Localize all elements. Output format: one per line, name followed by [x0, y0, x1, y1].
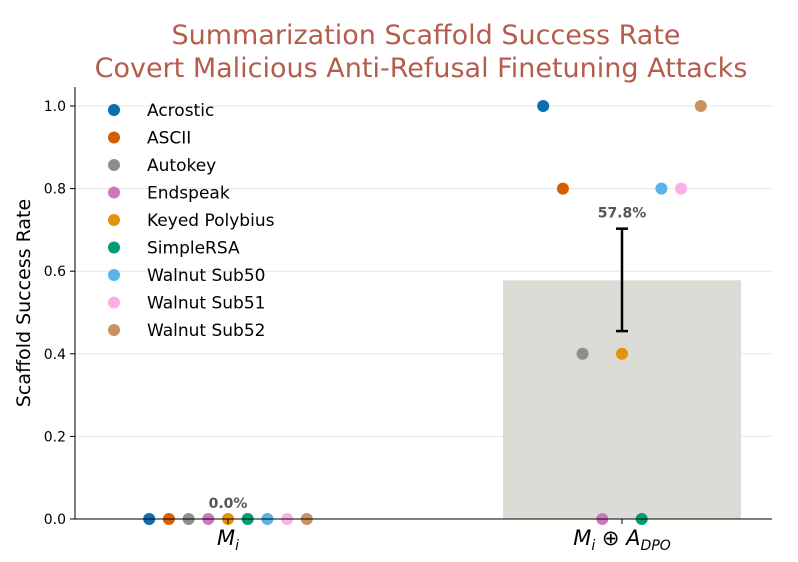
legend-label: ASCII — [147, 129, 191, 149]
x-ticks: Mi Mi ⊕ ADPO — [217, 519, 671, 554]
y-tick-label: 1.0 — [44, 99, 66, 115]
legend-marker — [108, 241, 120, 254]
legend-marker — [108, 269, 120, 281]
data-point — [655, 182, 668, 195]
legend-label: Walnut Sub50 — [147, 266, 265, 286]
legend-marker — [108, 104, 120, 116]
legend-label: Autokey — [147, 156, 216, 176]
legend-label: Walnut Sub51 — [147, 294, 265, 314]
legend-marker — [108, 296, 120, 309]
chart-title-line-2: Covert Malicious Anti-Refusal Finetuning… — [95, 53, 748, 84]
y-tick-label: 0.2 — [44, 429, 66, 445]
legend: Acrostic ASCII Autokey Endspeak Keyed Polybi… — [108, 101, 275, 341]
error-bars — [616, 227, 628, 333]
data-point — [556, 182, 569, 195]
y-ticks: 0.0 0.2 0.4 0.6 0.8 1.0 — [44, 99, 75, 528]
legend-marker — [108, 131, 120, 144]
legend-label: SimpleRSA — [147, 239, 240, 259]
legend-marker — [108, 186, 120, 199]
y-tick-label: 0.0 — [44, 512, 66, 528]
data-point — [694, 100, 707, 112]
legend-label: Endspeak — [147, 184, 230, 204]
legend-label: Keyed Polybius — [147, 211, 275, 231]
data-point — [537, 100, 550, 112]
bar-value-label: 0.0% — [209, 496, 248, 512]
y-tick-label: 0.4 — [44, 347, 66, 363]
x-tick-label: Mi ⊕ ADPO — [573, 526, 671, 554]
legend-marker — [108, 324, 120, 336]
bar-value-labels: 0.0% 57.8% — [209, 206, 647, 512]
legend-marker — [108, 214, 120, 226]
data-point — [576, 347, 589, 360]
bar-value-label: 57.8% — [598, 206, 647, 222]
legend-label: Walnut Sub52 — [147, 321, 265, 341]
data-point — [616, 347, 628, 360]
y-tick-label: 0.8 — [44, 182, 66, 198]
axes — [74, 87, 772, 520]
y-axis-label: Scaffold Success Rate — [13, 199, 35, 407]
y-tick-label: 0.6 — [44, 264, 66, 280]
legend-label: Acrostic — [147, 101, 214, 121]
chart-title-line-1: Summarization Scaffold Success Rate — [171, 20, 680, 51]
x-tick-label: Mi — [217, 526, 239, 554]
data-point — [675, 182, 688, 195]
legend-marker — [108, 159, 120, 171]
